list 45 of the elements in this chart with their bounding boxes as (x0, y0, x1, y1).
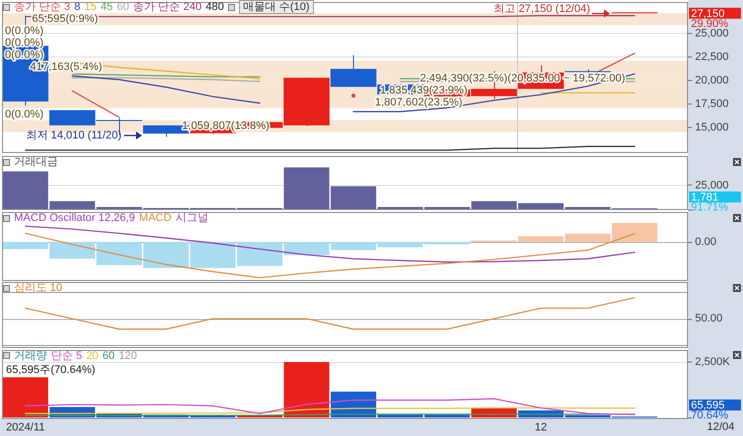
band-label: 1,807,602(23.5%) (375, 96, 462, 108)
y-tick-label: 2,500K (695, 356, 731, 368)
annotation: 65,595주(70.64%) (6, 364, 96, 376)
annotation: 0(0.0%) (5, 108, 44, 121)
chart-title: 거래대금 (14, 156, 58, 168)
text: 480 (206, 1, 224, 13)
text: 45 (100, 1, 113, 13)
text: 0.00 (695, 236, 716, 248)
text: 15 (84, 1, 97, 13)
chart-title: 심리도 10 (14, 282, 62, 294)
text: 20 (86, 350, 98, 362)
band-label: 1,835,439(23.9%) (380, 84, 468, 97)
text: 1,781 (691, 192, 719, 204)
text: 8 (74, 1, 80, 13)
annotation: 0(0.0%) (5, 49, 44, 62)
band-label: 65,595(0.9%) (32, 13, 98, 26)
text: MACD (139, 212, 172, 224)
chart-title: 거래량 (14, 350, 47, 362)
legend-label: 120 (118, 350, 138, 362)
y-tick-label: 17,500 (695, 98, 729, 110)
series-label: 종가 단순 240 (133, 1, 202, 13)
y-tick-label: 22,500 (695, 51, 729, 64)
text: 65,595 (691, 400, 725, 412)
text: 27,150 (691, 8, 725, 20)
annotation: 매물대 수(10) (238, 0, 314, 14)
text: 70.64% (691, 410, 729, 422)
text: 단순 5 (51, 350, 82, 362)
text: 12/04 (707, 421, 735, 434)
bar (2, 377, 48, 418)
text: 91.71% (691, 202, 729, 214)
y-tick-label: 25,000 (695, 28, 729, 40)
text: 50.00 (695, 312, 723, 325)
x-tick-label: 12 (534, 422, 547, 434)
chart-title: MACD Oscillator 12,26,9 (14, 212, 136, 224)
text: 60 (116, 1, 130, 13)
text: 60 (102, 350, 115, 362)
text: 종가 단순 3 (14, 1, 70, 13)
text: 29.90% (691, 18, 729, 30)
y-tick-label: 15,000 (695, 122, 729, 134)
y-tick-label: 20,000 (695, 74, 729, 87)
series-label: 시그널 (175, 212, 208, 224)
x-tick-label: 2024/11 (6, 422, 45, 434)
annotation: 최저 14,010 (11/20) (26, 129, 122, 142)
y-tick-label: 25,000 (695, 179, 729, 192)
annotation: 최고 27,150 (12/04) (494, 2, 590, 15)
